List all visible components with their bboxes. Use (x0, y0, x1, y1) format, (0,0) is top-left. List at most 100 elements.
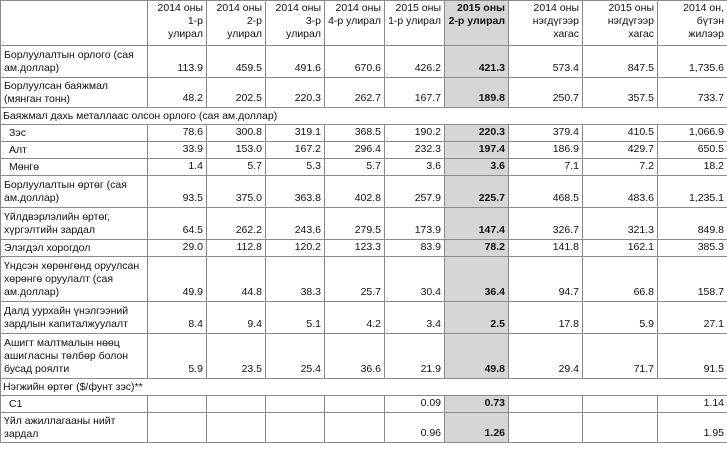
value-cell: 30.4 (384, 256, 445, 302)
value-cell: 319.1 (265, 124, 325, 142)
value-cell-highlight: 49.8 (444, 333, 509, 379)
table-row: Далд уурхайн үнэлгээний зардлын капиталж… (0, 301, 727, 334)
table-row: Үйлдвэрлэлийн өртөг, хүргэлтийн зардал 64… (0, 207, 727, 240)
value-cell: 5.9 (147, 333, 207, 379)
row-label: Үйл ажиллагааны нийт зардал (0, 412, 148, 443)
table-row: C1 0.09 0.73 1.14 (0, 395, 727, 413)
value-cell-highlight: 147.4 (444, 207, 509, 240)
value-cell: 33.9 (147, 141, 207, 159)
table-row: Борлуулалтын өртөг (сая ам.доллар) 93.5 37… (0, 175, 727, 208)
value-cell (508, 412, 583, 443)
table-row: Зэс 78.6 300.8 319.1 368.5 190.2 220.3 379.4 410… (0, 124, 727, 142)
value-cell: 326.7 (508, 207, 583, 240)
row-label: Алт (0, 141, 148, 159)
row-label: Элэгдэл хорогдол (0, 239, 148, 257)
value-cell-highlight: 225.7 (444, 175, 509, 208)
value-cell-highlight: 197.4 (444, 141, 509, 159)
value-cell-highlight: 3.6 (444, 158, 509, 176)
value-cell: 1,066.9 (657, 124, 727, 142)
value-cell: 94.7 (508, 256, 583, 302)
value-cell: 5.7 (206, 158, 266, 176)
value-cell: 23.5 (206, 333, 266, 379)
row-label: Үйлдвэрлэлийн өртөг, хүргэлтийн зардал (0, 207, 148, 240)
value-cell: 279.5 (324, 207, 385, 240)
value-cell-highlight: 2.5 (444, 301, 509, 334)
value-cell: 7.1 (508, 158, 583, 176)
value-cell: 5.3 (265, 158, 325, 176)
value-cell: 847.5 (582, 45, 658, 78)
value-cell: 27.1 (657, 301, 727, 334)
header-cell: 2015 оны нэгдүгээр хагас (582, 0, 658, 46)
value-cell: 1.95 (657, 412, 727, 443)
value-cell: 83.9 (384, 239, 445, 257)
header-cell: 2014 он, бүтэн жилээр (657, 0, 727, 46)
value-cell: 1,735.6 (657, 45, 727, 78)
value-cell: 64.5 (147, 207, 207, 240)
value-cell: 113.9 (147, 45, 207, 78)
value-cell: 379.4 (508, 124, 583, 142)
value-cell: 71.7 (582, 333, 658, 379)
value-cell-highlight: 421.3 (444, 45, 509, 78)
table-body: Борлуулалтын орлого (сая ам.доллар) 113.9… (0, 45, 727, 443)
table-row: Үндсэн хөрөнгөнд оруулсан хөрөнгө оруула… (0, 256, 727, 302)
section-label: Нэгжийн өртөг ($/фунт зэс)** (0, 378, 727, 396)
value-cell: 733.7 (657, 77, 727, 108)
value-cell (147, 395, 207, 413)
value-cell-highlight: 0.73 (444, 395, 509, 413)
value-cell: 296.4 (324, 141, 385, 159)
header-cell: 2014 оны 2-р улирал (206, 0, 266, 46)
value-cell: 8.4 (147, 301, 207, 334)
header-cell: 2014 оны нэгдүгээр хагас (508, 0, 583, 46)
value-cell: 167.2 (265, 141, 325, 159)
value-cell: 1,235.1 (657, 175, 727, 208)
value-cell: 321.3 (582, 207, 658, 240)
header-cell: 2014 оны 3-р улирал (265, 0, 325, 46)
header-cell: 2014 оны 4-р улирал (324, 0, 385, 46)
header-cell: 2015 оны 1-р улирал (384, 0, 445, 46)
value-cell: 112.8 (206, 239, 266, 257)
row-label: Борлуулалтын орлого (сая ам.доллар) (0, 45, 148, 78)
row-label: Борлуулсан баяжмал (мянган тонн) (0, 77, 148, 108)
row-label: Ашигт малтмалын нөөц ашигласны төлбөр бо… (0, 333, 148, 379)
value-cell-highlight: 189.8 (444, 77, 509, 108)
value-cell (582, 412, 658, 443)
row-label: Мөнгө (0, 158, 148, 176)
value-cell: 162.1 (582, 239, 658, 257)
value-cell: 17.8 (508, 301, 583, 334)
value-cell (206, 412, 266, 443)
section-row: Нэгжийн өртөг ($/фунт зэс)** (0, 378, 727, 396)
value-cell: 670.6 (324, 45, 385, 78)
value-cell: 385.3 (657, 239, 727, 257)
value-cell-highlight: 220.3 (444, 124, 509, 142)
value-cell: 5.9 (582, 301, 658, 334)
table-row: Үйл ажиллагааны нийт зардал 0.96 1.26 1.95 (0, 412, 727, 443)
value-cell: 48.2 (147, 77, 207, 108)
row-label: Үндсэн хөрөнгөнд оруулсан хөрөнгө оруула… (0, 256, 148, 302)
value-cell: 468.5 (508, 175, 583, 208)
value-cell-highlight: 1.26 (444, 412, 509, 443)
value-cell: 49.9 (147, 256, 207, 302)
value-cell (147, 412, 207, 443)
header-row: 2014 оны 1-р улирал 2014 оны 2-р улирал … (0, 0, 727, 46)
value-cell: 357.5 (582, 77, 658, 108)
value-cell: 21.9 (384, 333, 445, 379)
header-cell (0, 0, 148, 46)
value-cell: 650.5 (657, 141, 727, 159)
value-cell: 153.0 (206, 141, 266, 159)
value-cell: 120.2 (265, 239, 325, 257)
table-row: Алт 33.9 153.0 167.2 296.4 232.3 197.4 186.9 429… (0, 141, 727, 159)
value-cell: 459.5 (206, 45, 266, 78)
value-cell: 29.4 (508, 333, 583, 379)
value-cell: 141.8 (508, 239, 583, 257)
value-cell: 25.7 (324, 256, 385, 302)
value-cell: 262.2 (206, 207, 266, 240)
value-cell: 93.5 (147, 175, 207, 208)
value-cell: 123.3 (324, 239, 385, 257)
value-cell (324, 412, 385, 443)
value-cell: 0.96 (384, 412, 445, 443)
header-cell-highlight: 2015 оны 2-р улирал (444, 0, 509, 46)
value-cell-highlight: 36.4 (444, 256, 509, 302)
row-label: Зэс (0, 124, 148, 142)
value-cell: 78.6 (147, 124, 207, 142)
financial-table: 2014 оны 1-р улирал 2014 оны 2-р улирал … (0, 0, 727, 443)
